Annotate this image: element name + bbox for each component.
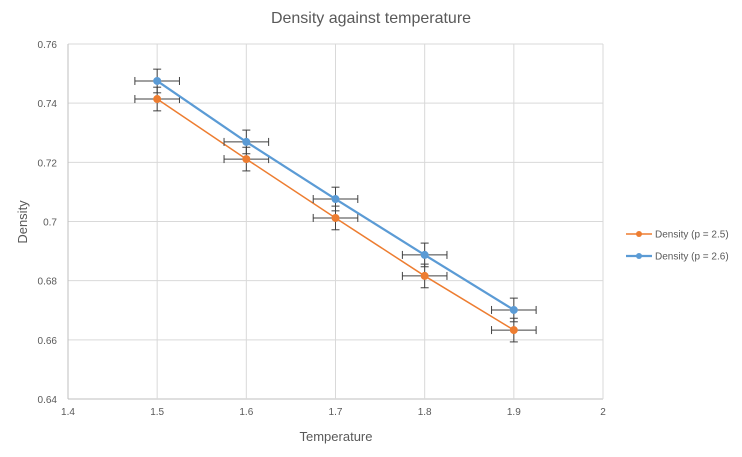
data-point	[153, 76, 162, 85]
y-tick-label: 0.7	[43, 218, 57, 229]
x-tick-label: 1.6	[239, 407, 253, 418]
data-point	[242, 137, 251, 146]
data-point	[331, 195, 340, 204]
legend: Density (p = 2.5) Density (p = 2.6)	[626, 230, 729, 263]
y-tick-label: 0.68	[38, 277, 58, 288]
legend-label: Density (p = 2.5)	[655, 230, 729, 241]
y-tick-label: 0.76	[38, 40, 58, 51]
y-axis-title: Density	[15, 200, 30, 244]
data-point	[242, 155, 251, 164]
legend-label: Density (p = 2.6)	[655, 252, 729, 263]
series-1	[134, 86, 537, 343]
data-point	[509, 326, 518, 335]
data-point	[509, 305, 518, 314]
y-axis-ticks: 0.64 0.66 0.68 0.7 0.72 0.74 0.76	[38, 40, 58, 406]
chart-title: Density against temperature	[271, 10, 471, 27]
legend-item: Density (p = 2.6)	[626, 252, 729, 263]
y-tick-label: 0.74	[38, 99, 58, 110]
legend-marker	[636, 231, 642, 237]
series-2	[134, 68, 537, 323]
x-tick-label: 1.8	[418, 407, 432, 418]
x-tick-label: 2	[600, 407, 606, 418]
legend-item: Density (p = 2.5)	[626, 230, 729, 241]
x-tick-label: 1.5	[150, 407, 164, 418]
x-tick-label: 1.9	[507, 407, 521, 418]
y-tick-label: 0.64	[38, 395, 58, 406]
y-tick-label: 0.72	[38, 158, 58, 169]
data-point	[331, 213, 340, 222]
legend-marker	[636, 253, 642, 259]
y-tick-label: 0.66	[38, 336, 58, 347]
data-point	[420, 271, 429, 280]
x-axis-title: Temperature	[300, 429, 373, 444]
x-axis-ticks: 1.4 1.5 1.6 1.7 1.8 1.9 2	[61, 407, 606, 418]
x-tick-label: 1.7	[329, 407, 343, 418]
x-tick-label: 1.4	[61, 407, 75, 418]
series-group	[134, 68, 537, 343]
data-point	[420, 250, 429, 259]
data-point	[153, 95, 162, 104]
